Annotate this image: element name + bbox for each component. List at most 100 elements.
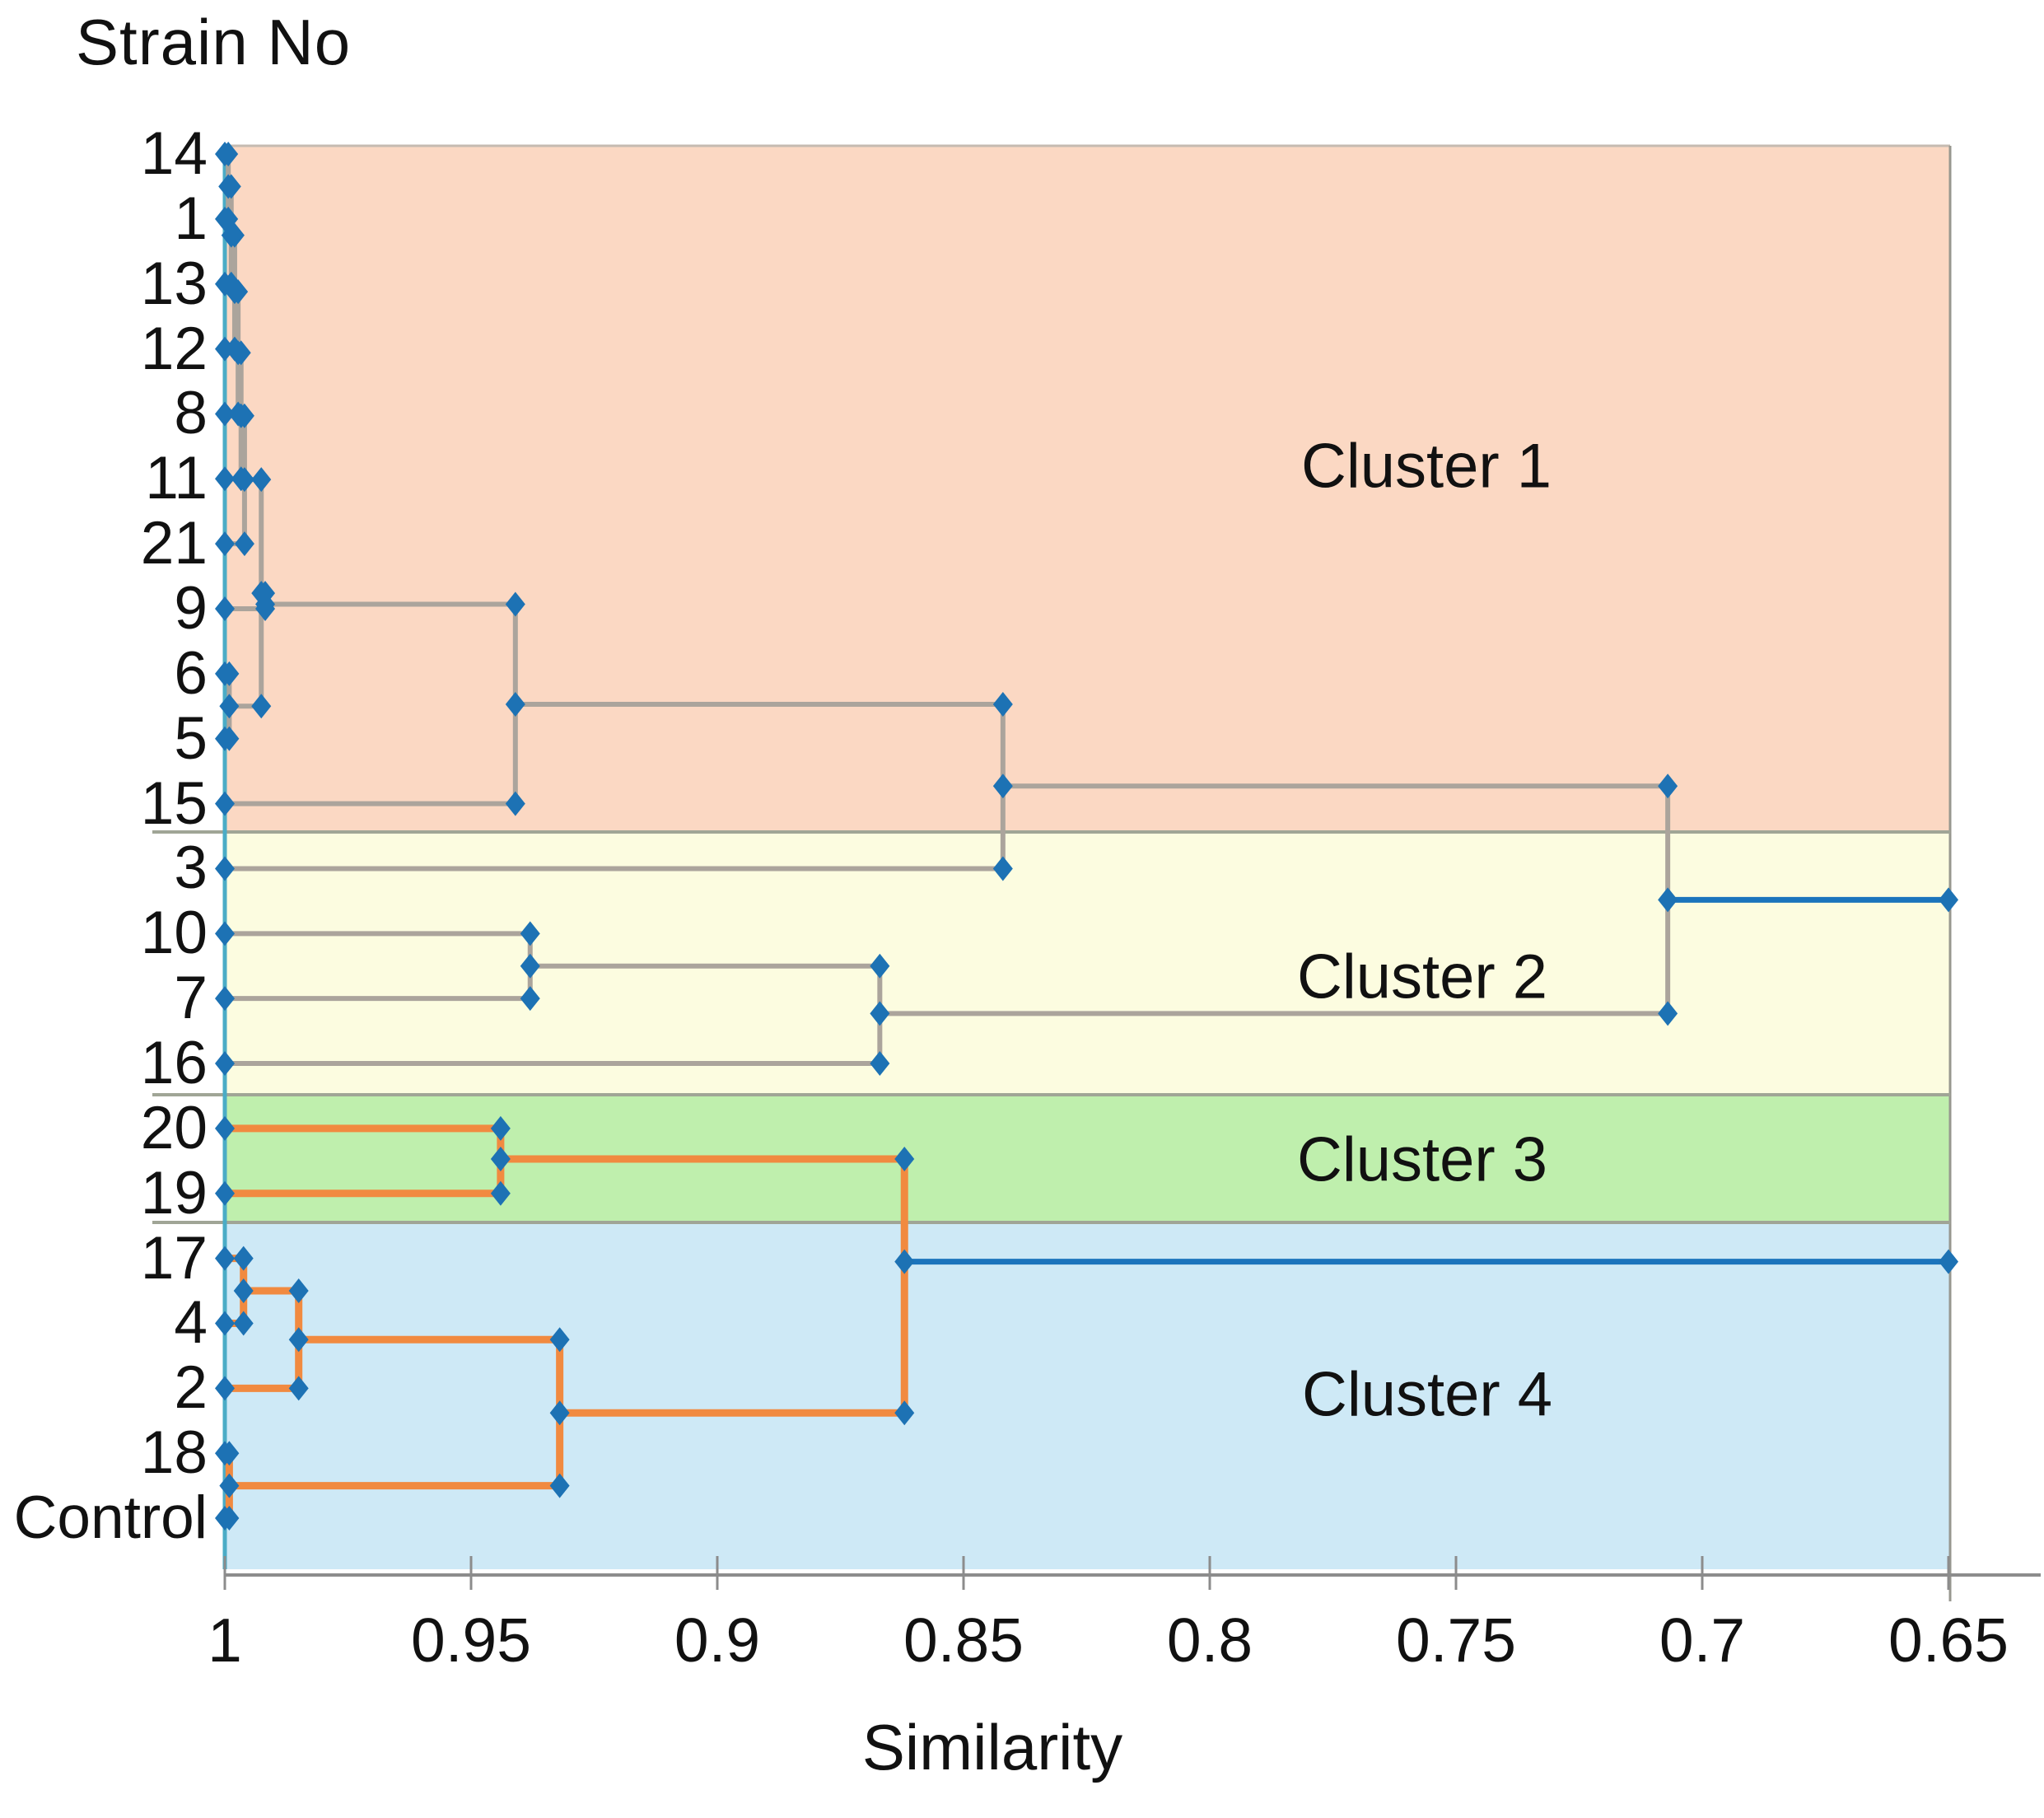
node-diamond-marker bbox=[215, 531, 235, 557]
cluster-3-label: Cluster 3 bbox=[1296, 1124, 1548, 1195]
node-diamond-marker bbox=[215, 921, 235, 946]
node-diamond-marker bbox=[1658, 887, 1678, 913]
node-diamond-marker bbox=[1658, 773, 1678, 799]
node-diamond-marker bbox=[234, 467, 254, 493]
node-diamond-marker bbox=[215, 1115, 235, 1141]
node-diamond-marker bbox=[1939, 1249, 1958, 1274]
node-diamond-marker bbox=[1658, 1001, 1678, 1026]
node-diamond-marker bbox=[231, 340, 251, 366]
x-axis-title: Similarity bbox=[861, 1711, 1123, 1783]
node-diamond-marker bbox=[215, 1051, 235, 1077]
node-diamond-marker bbox=[1939, 887, 1958, 913]
node-diamond-marker bbox=[549, 1327, 570, 1353]
node-diamond-marker bbox=[215, 791, 235, 816]
node-diamond-marker bbox=[505, 691, 525, 717]
x-tick-label-0.65: 0.65 bbox=[1888, 1605, 2009, 1675]
node-diamond-marker bbox=[233, 1278, 254, 1304]
node-diamond-marker bbox=[549, 1473, 570, 1498]
node-diamond-marker bbox=[520, 953, 540, 979]
node-diamond-marker bbox=[234, 403, 254, 428]
node-diamond-marker bbox=[215, 1311, 235, 1336]
node-diamond-marker bbox=[870, 953, 890, 979]
node-diamond-marker bbox=[251, 467, 272, 493]
leaf-label-12: 12 bbox=[140, 315, 208, 382]
cluster-1-region bbox=[225, 146, 1950, 832]
node-diamond-marker bbox=[520, 986, 540, 1012]
node-diamond-marker bbox=[215, 856, 235, 881]
x-tick-label-0.9: 0.9 bbox=[674, 1605, 761, 1675]
leaf-label-8: 8 bbox=[174, 380, 208, 447]
leaf-label-9: 9 bbox=[174, 575, 208, 643]
leaf-label-7: 7 bbox=[174, 965, 208, 1032]
node-diamond-marker bbox=[224, 222, 245, 248]
node-diamond-marker bbox=[505, 591, 525, 617]
node-diamond-marker bbox=[894, 1146, 915, 1171]
node-diamond-marker bbox=[219, 1473, 240, 1498]
leaf-label-4: 4 bbox=[174, 1289, 208, 1357]
leaf-label-11: 11 bbox=[145, 445, 208, 512]
x-tick-label-0.85: 0.85 bbox=[903, 1605, 1024, 1675]
node-diamond-marker bbox=[219, 661, 240, 686]
node-diamond-marker bbox=[215, 401, 235, 427]
x-tick-label-0.95: 0.95 bbox=[411, 1605, 531, 1675]
node-diamond-marker bbox=[233, 1311, 254, 1336]
node-diamond-marker bbox=[490, 1180, 511, 1206]
node-diamond-marker bbox=[219, 694, 240, 719]
leaf-label-2: 2 bbox=[174, 1354, 208, 1422]
node-diamond-marker bbox=[215, 1376, 235, 1401]
node-diamond-marker bbox=[894, 1400, 915, 1426]
leaf-label-19: 19 bbox=[140, 1159, 208, 1227]
leaf-label-5: 5 bbox=[174, 704, 208, 772]
node-diamond-marker bbox=[288, 1327, 309, 1353]
leaf-label-18: 18 bbox=[140, 1419, 208, 1487]
cluster-4-region bbox=[225, 1222, 1950, 1569]
cluster-2-label: Cluster 2 bbox=[1296, 942, 1548, 1012]
node-diamond-marker bbox=[505, 791, 525, 816]
node-diamond-marker bbox=[992, 691, 1013, 717]
node-diamond-marker bbox=[215, 1180, 235, 1206]
x-tick-label-1: 1 bbox=[208, 1605, 242, 1675]
node-diamond-marker bbox=[233, 1245, 254, 1271]
node-diamond-marker bbox=[992, 773, 1013, 799]
leaf-label-6: 6 bbox=[174, 639, 208, 707]
x-tick-label-0.7: 0.7 bbox=[1659, 1605, 1746, 1675]
leaf-label-1: 1 bbox=[174, 185, 208, 252]
leaf-label-20: 20 bbox=[140, 1094, 208, 1161]
leaf-label-15: 15 bbox=[140, 769, 208, 837]
node-diamond-marker bbox=[221, 174, 241, 199]
node-diamond-marker bbox=[215, 1245, 235, 1271]
leaf-label-14: 14 bbox=[140, 120, 208, 187]
node-diamond-marker bbox=[215, 596, 235, 622]
node-diamond-marker bbox=[219, 726, 240, 751]
node-diamond-marker bbox=[234, 531, 254, 557]
node-diamond-marker bbox=[288, 1376, 309, 1401]
node-diamond-marker bbox=[219, 1441, 240, 1466]
cluster-2-region bbox=[225, 832, 1950, 1095]
leaf-label-21: 21 bbox=[140, 510, 208, 577]
node-diamond-marker bbox=[992, 856, 1013, 881]
node-diamond-marker bbox=[288, 1278, 309, 1304]
node-diamond-marker bbox=[219, 1506, 240, 1531]
node-diamond-marker bbox=[251, 694, 272, 719]
node-diamond-marker bbox=[549, 1400, 570, 1426]
leaf-label-10: 10 bbox=[140, 900, 208, 967]
cluster-1-label: Cluster 1 bbox=[1300, 431, 1552, 502]
leaf-label-Control: Control bbox=[13, 1484, 208, 1552]
node-diamond-marker bbox=[870, 1051, 890, 1077]
node-diamond-marker bbox=[215, 466, 235, 492]
node-diamond-marker bbox=[255, 591, 276, 617]
leaf-label-13: 13 bbox=[140, 250, 208, 317]
node-diamond-marker bbox=[490, 1146, 511, 1171]
node-diamond-marker bbox=[228, 279, 249, 305]
y-axis-title: Strain No bbox=[76, 6, 352, 78]
node-diamond-marker bbox=[490, 1115, 511, 1141]
leaf-label-17: 17 bbox=[140, 1224, 208, 1292]
leaf-label-16: 16 bbox=[140, 1030, 208, 1097]
leaf-label-3: 3 bbox=[174, 834, 208, 902]
node-diamond-marker bbox=[520, 921, 540, 946]
node-diamond-marker bbox=[894, 1249, 915, 1274]
x-tick-label-0.75: 0.75 bbox=[1396, 1605, 1516, 1675]
cluster-4-label: Cluster 4 bbox=[1301, 1359, 1553, 1430]
